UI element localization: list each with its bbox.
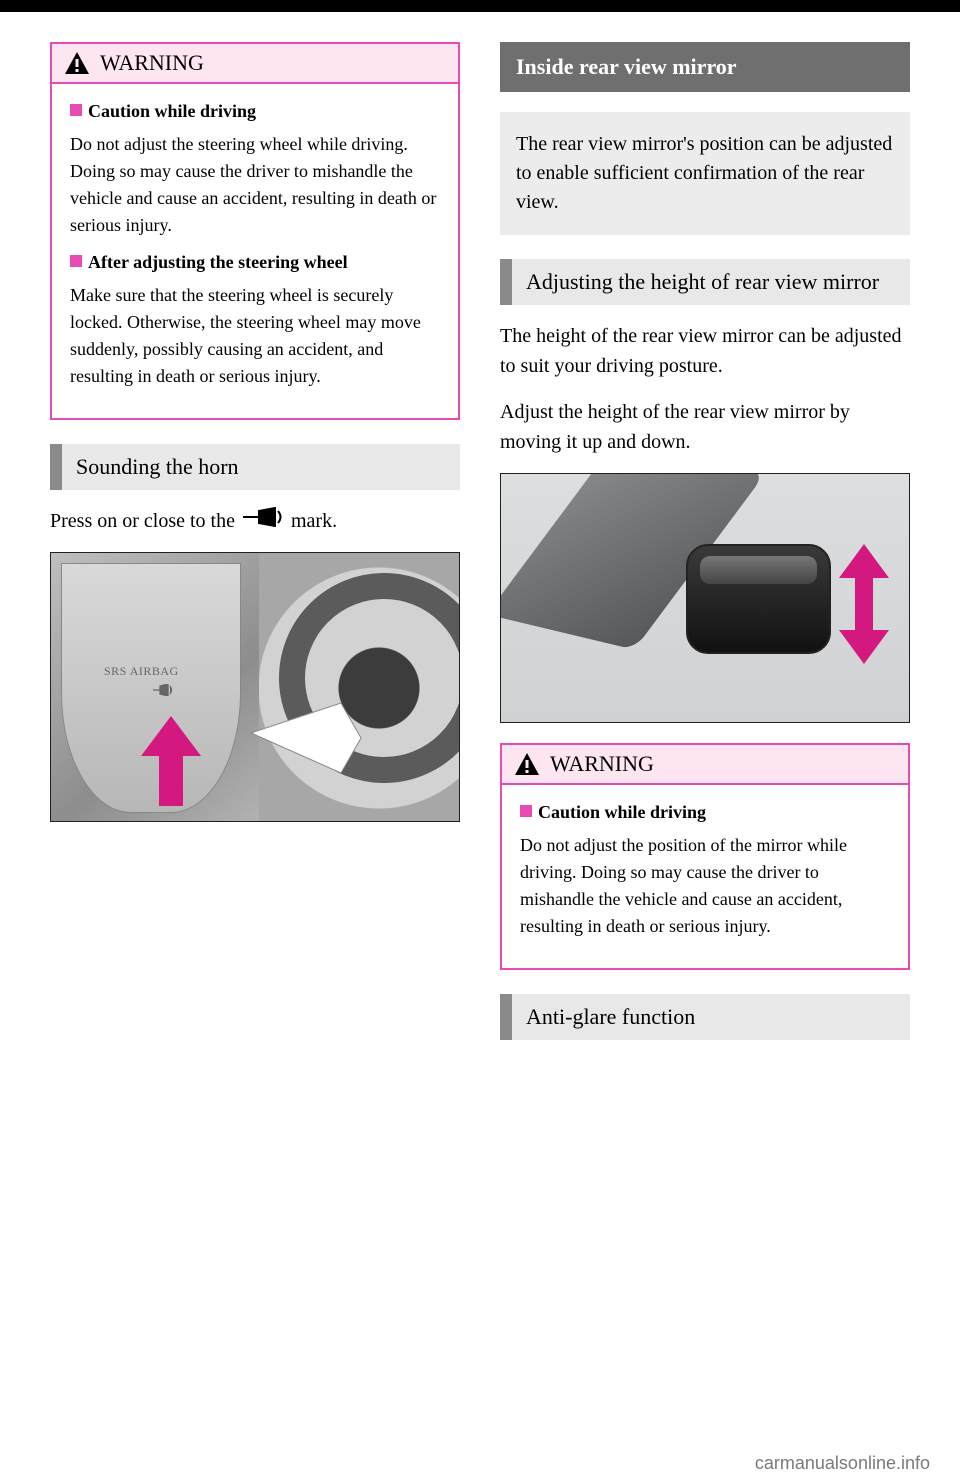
subheading-adjust-height: Adjusting the height of rear view mirror [500, 259, 910, 305]
horn-instruction: Press on or close to the mark. [50, 506, 460, 536]
subheading-horn: Sounding the horn [50, 444, 460, 490]
steering-wheel-detail [259, 553, 459, 822]
press-arrow-icon [141, 716, 201, 811]
content-columns: WARNING Caution while driving Do not adj… [0, 12, 960, 1076]
airbag-label: SRS AIRBAG [104, 664, 179, 679]
horn-glyph-icon [241, 506, 285, 536]
warning-item-body: Make sure that the steering wheel is sec… [70, 282, 440, 390]
footer-watermark: carmanualsonline.info [755, 1453, 930, 1474]
mirror-intro: The rear view mirror's position can be a… [500, 112, 910, 235]
adjust-body-2: Adjust the height of the rear view mirro… [500, 397, 910, 457]
warning-body: Caution while driving Do not adjust the … [52, 84, 458, 418]
warning-header: WARNING [502, 745, 908, 785]
warning-item-title: Caution while driving [520, 799, 890, 826]
warning-title: WARNING [100, 50, 204, 76]
adjust-body-1: The height of the rear view mirror can b… [500, 321, 910, 381]
horn-location-image: SRS AIRBAG [50, 552, 460, 822]
left-column: WARNING Caution while driving Do not adj… [50, 42, 460, 1056]
warning-item-title: Caution while driving [70, 98, 440, 125]
mirror-housing [686, 544, 831, 654]
warning-item-title: After adjusting the steering wheel [70, 249, 440, 276]
bullet-icon [520, 805, 532, 817]
mirror-adjust-image [500, 473, 910, 723]
right-column: Inside rear view mirror The rear view mi… [500, 42, 910, 1056]
section-heading-mirror: Inside rear view mirror [500, 42, 910, 92]
warning-title: WARNING [550, 751, 654, 777]
bullet-icon [70, 255, 82, 267]
warning-header: WARNING [52, 44, 458, 84]
warning-triangle-icon [64, 51, 90, 75]
warning-item-body: Do not adjust the steering wheel while d… [70, 131, 440, 239]
warning-triangle-icon [514, 752, 540, 776]
warning-box-steering: WARNING Caution while driving Do not adj… [50, 42, 460, 420]
warning-body: Caution while driving Do not adjust the … [502, 785, 908, 968]
bullet-icon [70, 104, 82, 116]
callout-pointer-icon [251, 703, 371, 778]
horn-mark-icon [152, 684, 174, 701]
warning-item-body: Do not adjust the position of the mirror… [520, 832, 890, 940]
page-root: WARNING Caution while driving Do not adj… [0, 0, 960, 1484]
up-down-arrow-icon [839, 544, 889, 669]
subheading-antiglare: Anti-glare function [500, 994, 910, 1040]
warning-box-mirror: WARNING Caution while driving Do not adj… [500, 743, 910, 970]
